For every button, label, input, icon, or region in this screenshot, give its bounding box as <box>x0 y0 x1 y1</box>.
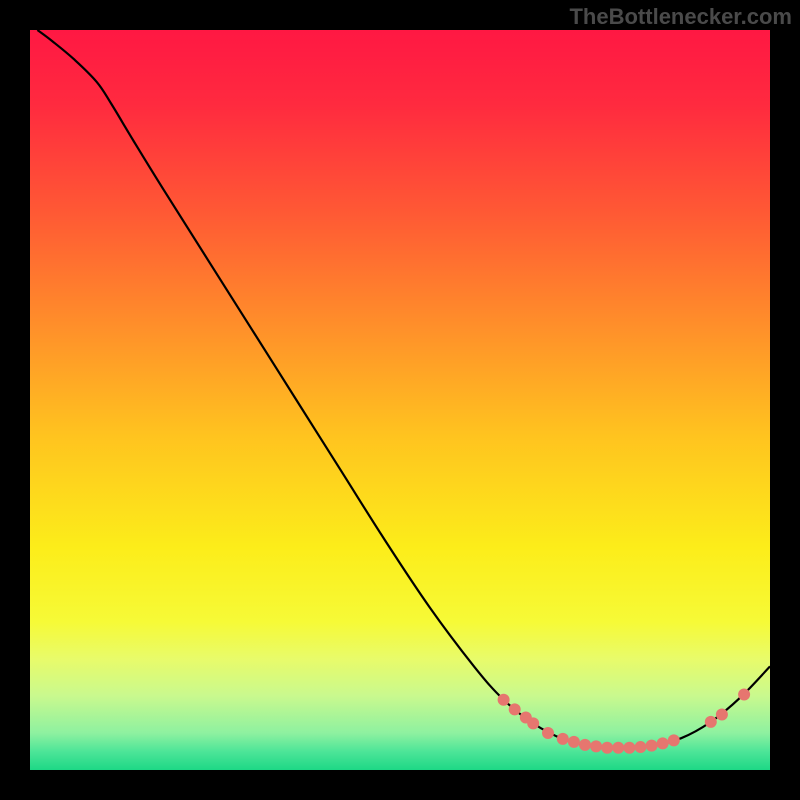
curve-layer <box>30 30 770 770</box>
data-marker <box>509 703 521 715</box>
marker-group <box>498 689 750 754</box>
data-marker <box>498 694 510 706</box>
plot-area <box>30 30 770 770</box>
data-marker <box>738 689 750 701</box>
data-marker <box>623 742 635 754</box>
data-marker <box>568 736 580 748</box>
data-marker <box>646 740 658 752</box>
data-marker <box>657 737 669 749</box>
data-marker <box>590 740 602 752</box>
data-marker <box>705 716 717 728</box>
bottleneck-curve <box>37 30 770 748</box>
data-marker <box>527 717 539 729</box>
data-marker <box>601 742 613 754</box>
data-marker <box>716 709 728 721</box>
data-marker <box>542 727 554 739</box>
data-marker <box>612 742 624 754</box>
attribution-label: TheBottlenecker.com <box>569 4 792 30</box>
data-marker <box>668 734 680 746</box>
data-marker <box>557 733 569 745</box>
data-marker <box>635 741 647 753</box>
data-marker <box>579 739 591 751</box>
chart-container: TheBottlenecker.com <box>0 0 800 800</box>
